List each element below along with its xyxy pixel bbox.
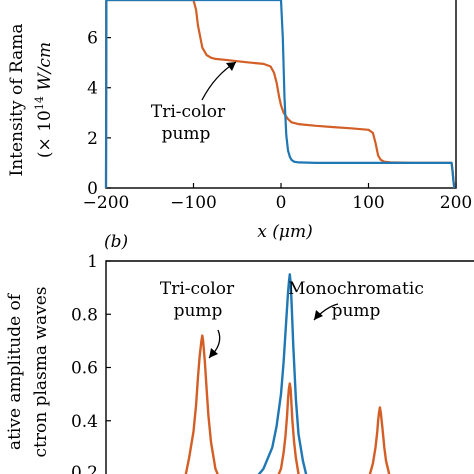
panel-a-annotation-line2: pump [162, 124, 211, 144]
panel-a-ytick-label: 0 [87, 179, 98, 199]
panel-a-ylabel-line1: Intensity of Rama [7, 23, 27, 176]
panel-b-tricolor-annotation-line2: pump [174, 301, 223, 321]
panel-b-series-line-2 [277, 382, 300, 474]
panel-a-xlabel: x (μm) [257, 222, 312, 242]
panel-b-mono-annotation-line1: Monochromatic [288, 279, 424, 299]
panel-b-label: (b) [104, 232, 128, 252]
panel-b-series-line-1 [184, 334, 219, 474]
panel-b-ytick-label: 0.8 [71, 305, 98, 325]
panel-b-ytick-label: 0.6 [71, 359, 98, 379]
panel-b-ytick-label-partial: 0.2 [71, 463, 98, 474]
panel-a-ytick-label: 6 [87, 29, 98, 49]
panel-b-mono-arrowhead [314, 310, 323, 320]
panel-a-xtick-label: 0 [276, 193, 287, 213]
panel-a-series-line-0 [104, 0, 456, 189]
panel-b-tricolor-annotation-line1: Tri-color [160, 279, 235, 299]
panel-a-xtick-label: 200 [440, 193, 472, 213]
panel-b-tricolor-arrowhead [209, 348, 218, 358]
panel-a-xtick-label: −100 [170, 193, 217, 213]
panel-b-ytick-label: 1 [87, 252, 98, 272]
panel-b-mono-annotation-line2: pump [332, 301, 381, 321]
panel-a-ylabel-prefix: (× 10 [35, 110, 55, 158]
panel-a-xtick-label: 100 [352, 193, 384, 213]
panel-b-ylabel-line1: ative amplitude of [5, 292, 25, 450]
panel-a-series-line-1 [104, 0, 456, 189]
panel-b-series-line-3 [368, 406, 391, 474]
panel-a: −200 −100 0 100 200 0 2 4 6 Intensity of Rama (×… [7, 0, 472, 242]
panel-a-ylabel-unit: W/cm [35, 42, 55, 96]
panel-b-ylabel-line2: ctron plasma waves [31, 287, 51, 458]
panel-a-ylabel-line2: (× 1014 W/cm [33, 42, 55, 158]
panel-a-ytick-label: 2 [87, 129, 98, 149]
panel-b: 0.4 0.6 0.8 1 0.2 (b) ative amplitude of ctr… [5, 232, 474, 474]
panel-b-ytick-label: 0.4 [71, 412, 98, 432]
panel-a-annotation-arrowhead [226, 62, 236, 71]
panel-a-ylabel-exponent: 14 [33, 96, 46, 110]
panel-a-axes-frame [105, 0, 457, 189]
panel-a-annotation-line1: Tri-color [151, 102, 226, 122]
panel-b-series-line-0 [257, 273, 308, 474]
panel-a-xtick-label: −200 [83, 193, 130, 213]
panel-a-ytick-label: 4 [87, 79, 98, 99]
